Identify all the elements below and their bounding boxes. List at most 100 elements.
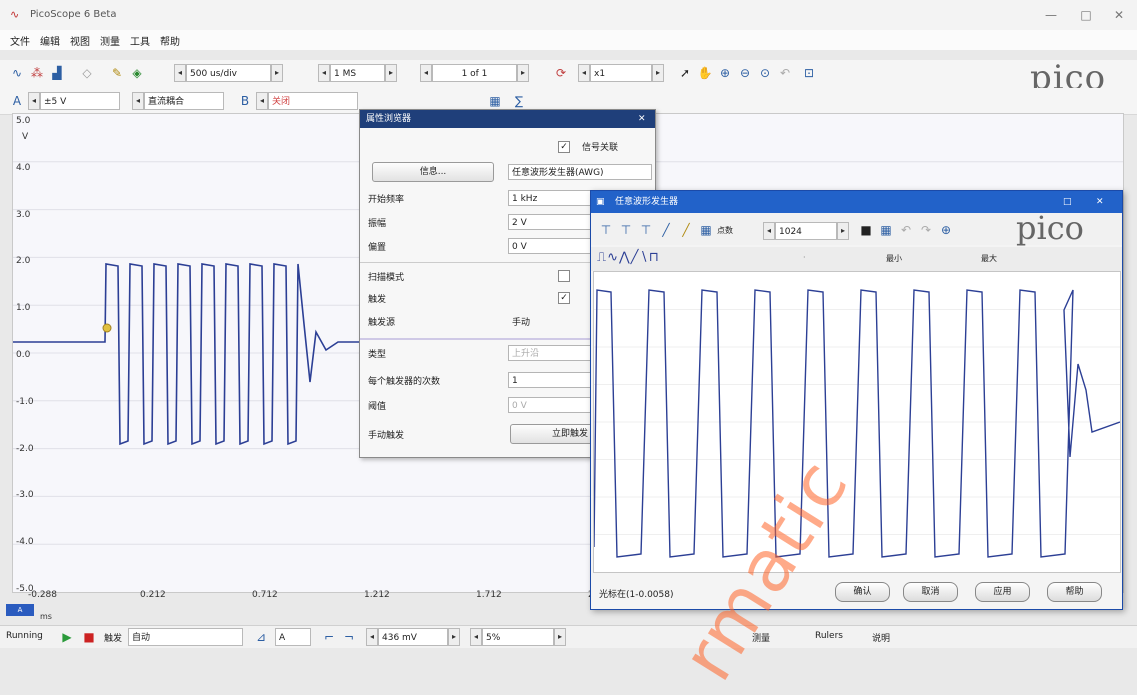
awg-pen-icon[interactable]: ╱ [682,223,690,237]
signal-gen-icon[interactable]: ◈ [132,66,142,80]
generator-select[interactable]: 任意波形发生器(AWG) [508,164,652,180]
falling-edge-icon[interactable]: ¬ [343,630,355,644]
maximize-icon[interactable]: □ [1080,8,1092,22]
start-icon[interactable]: ▶ [62,630,72,644]
awg-points-prev-button[interactable]: ◂ [763,222,775,240]
awg-undo-icon[interactable]: ↶ [900,223,912,237]
page-prev-button[interactable]: ◂ [420,64,432,82]
minimize-icon[interactable]: — [1045,8,1057,22]
type-field[interactable]: 上升沿 [508,345,593,361]
measure-label[interactable]: 测量 [752,634,771,644]
properties-close-icon[interactable]: ✕ [638,114,646,124]
awg-points-next-button[interactable]: ▸ [837,222,849,240]
coupling-select[interactable]: 直流耦合 [144,92,224,110]
menu-tools[interactable]: 工具 [130,37,150,48]
close-icon[interactable]: ✕ [1113,8,1125,22]
awg-maximize-icon[interactable]: □ [1063,197,1072,207]
awg-points-field[interactable]: 1024 [775,222,837,240]
prop-label-manual-trigger: 手动触发 [368,431,405,441]
awg-close-icon[interactable]: ✕ [1096,197,1104,207]
awg-clear-icon[interactable]: ▦ [700,223,712,237]
menu-edit[interactable]: 编辑 [40,37,60,48]
threshold-field[interactable]: 0 V [508,397,593,413]
awg-draw-icon[interactable]: ╱ [662,223,670,237]
timebase-prev-button[interactable]: ◂ [174,64,186,82]
trigger-icon[interactable]: ⊿ [255,630,267,644]
timebase-select[interactable]: 500 us/div [186,64,271,82]
scope-mode-icon[interactable]: ∿ [11,66,23,80]
awg-ok-button[interactable]: 确认 [835,582,890,602]
prop-label-start-freq: 开始频率 [368,195,405,205]
menu-view[interactable]: 视图 [70,37,90,48]
page-next-button[interactable]: ▸ [517,64,529,82]
trigger-checkbox[interactable]: ✓ [558,292,570,304]
awg-import-icon[interactable]: ⊤ [640,223,652,237]
x-tick-label: 0.212 [140,590,166,600]
hand-icon[interactable]: ✋ [697,66,713,80]
persistence-icon[interactable]: ⁂ [31,66,43,80]
zoom-prev-button[interactable]: ◂ [578,64,590,82]
samples-prev-button[interactable]: ◂ [318,64,330,82]
rulers-label[interactable]: Rulers [815,631,843,641]
rising-edge-icon[interactable]: ⌐ [323,630,335,644]
amplitude-field[interactable]: 2 V [508,214,593,230]
trigger-source-value[interactable]: 手动 [512,318,531,328]
channel-b-prev-button[interactable]: ◂ [256,92,268,110]
refresh-icon[interactable]: ⟳ [555,66,567,80]
timebase-next-button[interactable]: ▸ [271,64,283,82]
samples-select[interactable]: 1 MS [330,64,385,82]
awg-cancel-button[interactable]: 取消 [903,582,958,602]
zoom-next-button[interactable]: ▸ [652,64,664,82]
probe-icon[interactable]: ✎ [111,66,123,80]
range-select[interactable]: ±5 V [40,92,120,110]
offset-field[interactable]: 0 V [508,238,593,254]
count-field[interactable]: 1 [508,372,593,388]
info-button[interactable]: 信息... [372,162,494,182]
signal-link-checkbox[interactable]: ✓ [558,141,570,153]
awg-help-button[interactable]: 帮助 [1047,582,1102,602]
stop-icon[interactable]: ■ [83,630,95,644]
pretrigger-field[interactable]: 5% [482,628,554,646]
sweep-mode-checkbox[interactable] [558,270,570,282]
pointer-icon[interactable]: ➚ [679,66,691,80]
awg-redo-icon[interactable]: ↷ [920,223,932,237]
trigger-mode-select[interactable]: 自动 [128,628,243,646]
trigger-channel-select[interactable]: A [275,628,311,646]
x-tick-label: 1.712 [476,590,502,600]
pretrigger-prev-button[interactable]: ◂ [470,628,482,646]
level-prev-button[interactable]: ◂ [366,628,378,646]
math-icon[interactable]: ∑ [514,94,524,108]
menu-file[interactable]: 文件 [10,37,30,48]
divider [360,262,655,263]
awg-open-icon[interactable]: ⊤ [600,223,612,237]
awg-canvas[interactable] [593,271,1121,573]
spectrum-icon[interactable]: ▟ [52,66,62,80]
zoom-reset-icon[interactable]: ⊡ [803,66,815,80]
samples-next-button[interactable]: ▸ [385,64,397,82]
pretrigger-next-button[interactable]: ▸ [554,628,566,646]
zoom-select[interactable]: x1 [590,64,652,82]
start-freq-field[interactable]: 1 kHz [508,190,593,206]
menu-measure[interactable]: 测量 [100,37,120,48]
ets-icon[interactable]: ▦ [489,94,501,108]
channel-b-select[interactable]: 关闭 [268,92,358,110]
trigger-level-field[interactable]: 436 mV [378,628,448,646]
awg-waveform-shapes-icon[interactable]: ⎍∿⋀╱∖⊓ [597,250,660,265]
zoom-in-icon[interactable]: ⊕ [719,66,731,80]
channel-icon[interactable]: ◇ [82,66,92,80]
zoom-undo-icon[interactable]: ↶ [779,66,791,80]
x-tick-label: 0.712 [252,590,278,600]
prop-label-trigger: 触发 [368,295,387,305]
zoom-out-icon[interactable]: ⊖ [739,66,751,80]
notes-label[interactable]: 说明 [872,634,891,644]
range-prev-button[interactable]: ◂ [28,92,40,110]
awg-color-icon[interactable]: ■ [860,223,872,237]
coupling-prev-button[interactable]: ◂ [132,92,144,110]
zoom-fit-icon[interactable]: ⊙ [759,66,771,80]
menu-help[interactable]: 帮助 [160,37,180,48]
awg-grid-icon[interactable]: ▦ [880,223,892,237]
awg-save-icon[interactable]: ⊤ [620,223,632,237]
level-next-button[interactable]: ▸ [448,628,460,646]
awg-apply-button[interactable]: 应用 [975,582,1030,602]
awg-zoom-icon[interactable]: ⊕ [940,223,952,237]
